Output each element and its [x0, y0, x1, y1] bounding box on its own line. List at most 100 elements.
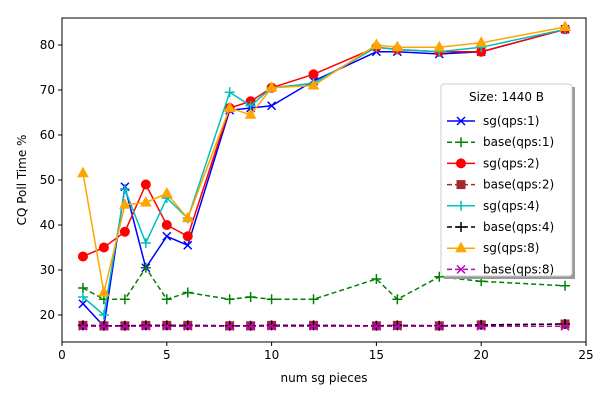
data-point: [391, 40, 404, 52]
x-tick-label: 0: [58, 348, 66, 362]
series-4: [77, 24, 571, 320]
data-point: [225, 321, 235, 331]
data-point: [245, 292, 256, 302]
legend-swatch-marker: [456, 158, 466, 169]
data-point: [244, 108, 257, 119]
data-point: [307, 78, 320, 90]
data-point: [267, 321, 277, 331]
series-5: [77, 319, 571, 331]
legend: Size: 1440 B sg(qps:1) base(qps:1) sg(qps:…: [440, 83, 575, 279]
data-point: [98, 242, 109, 253]
data-point: [139, 195, 152, 207]
data-point: [392, 294, 403, 305]
series-1: [77, 262, 571, 305]
y-tick-label: 80: [40, 38, 55, 52]
y-tick-label: 40: [40, 218, 55, 232]
legend-swatch-marker: [456, 180, 466, 190]
data-point: [141, 321, 151, 331]
legend-entry: base(qps:2): [447, 178, 554, 192]
legend-label: base(qps:8): [483, 262, 554, 276]
data-point: [392, 321, 402, 331]
data-point: [433, 40, 446, 52]
data-point: [371, 321, 381, 331]
data-point: [308, 294, 319, 305]
data-point: [119, 198, 131, 209]
data-point: [77, 292, 88, 302]
legend-entry: base(qps:1): [447, 135, 554, 149]
data-point: [78, 299, 88, 309]
legend-label: sg(qps:1): [483, 114, 539, 128]
legend-swatch-marker: [456, 264, 466, 274]
legend-label: base(qps:4): [483, 220, 554, 234]
data-point: [182, 231, 193, 242]
data-point: [224, 87, 235, 98]
legend-swatch-marker: [455, 241, 467, 253]
data-point: [161, 294, 172, 305]
legend-swatch-marker: [456, 222, 466, 232]
data-point: [120, 321, 130, 331]
legend-entries: sg(qps:1) base(qps:1) sg(qps:2) base(qps:2)…: [447, 114, 554, 276]
series-7: [78, 321, 570, 331]
chart-axes: 0 5 10 15 20 25 20 30 40 50 60 70 80: [40, 38, 594, 362]
series-line: [82, 266, 566, 301]
y-tick-label: 70: [40, 83, 55, 97]
x-axis-label: num sg pieces: [281, 371, 368, 385]
legend-entry: sg(qps:4): [447, 199, 539, 213]
legend-label: sg(qps:8): [483, 241, 539, 255]
legend-swatch-marker: [456, 200, 466, 211]
series-line: [82, 323, 566, 327]
legend-swatch-marker: [456, 116, 466, 126]
data-point: [308, 321, 319, 331]
data-point: [182, 287, 193, 298]
x-tick-label: 5: [163, 348, 171, 362]
data-point: [560, 280, 571, 291]
data-point: [476, 319, 487, 330]
data-point: [559, 20, 571, 31]
data-point: [370, 38, 383, 49]
data-point: [77, 283, 88, 293]
data-point: [434, 321, 444, 331]
data-point: [560, 321, 570, 331]
data-point: [119, 226, 130, 237]
data-point: [371, 274, 382, 284]
data-point: [162, 231, 172, 241]
data-point: [119, 294, 130, 305]
legend-entry: sg(qps:1): [447, 114, 539, 128]
chart-marks: [77, 20, 571, 331]
data-point: [77, 166, 89, 178]
data-point: [246, 321, 256, 331]
data-point: [308, 69, 319, 80]
legend-box: [440, 83, 573, 277]
data-point: [181, 211, 194, 223]
data-point: [140, 262, 151, 273]
legend-entry: base(qps:8): [447, 262, 554, 276]
data-point: [160, 186, 173, 198]
data-point: [77, 251, 88, 262]
data-point: [266, 294, 277, 305]
data-point: [267, 101, 277, 111]
data-point: [224, 294, 235, 305]
data-point: [476, 321, 486, 331]
y-tick-label: 30: [40, 263, 55, 277]
data-point: [99, 321, 109, 331]
y-tick-label: 60: [40, 128, 55, 142]
data-point: [98, 285, 110, 297]
legend-entry: sg(qps:8): [447, 241, 539, 255]
legend-title: Size: 1440 B: [469, 90, 544, 104]
data-point: [475, 36, 488, 47]
y-tick-label: 20: [40, 308, 55, 322]
data-point: [560, 319, 571, 329]
x-tick-label: 25: [578, 348, 593, 362]
data-point: [140, 179, 151, 190]
x-tick-label: 20: [474, 348, 489, 362]
data-point: [183, 321, 193, 331]
data-point: [183, 240, 193, 250]
series-6: [77, 20, 571, 297]
y-tick-label: 50: [40, 173, 55, 187]
data-point: [161, 220, 172, 230]
data-point: [98, 310, 109, 320]
legend-entry: base(qps:4): [447, 220, 554, 234]
data-point: [265, 81, 278, 92]
